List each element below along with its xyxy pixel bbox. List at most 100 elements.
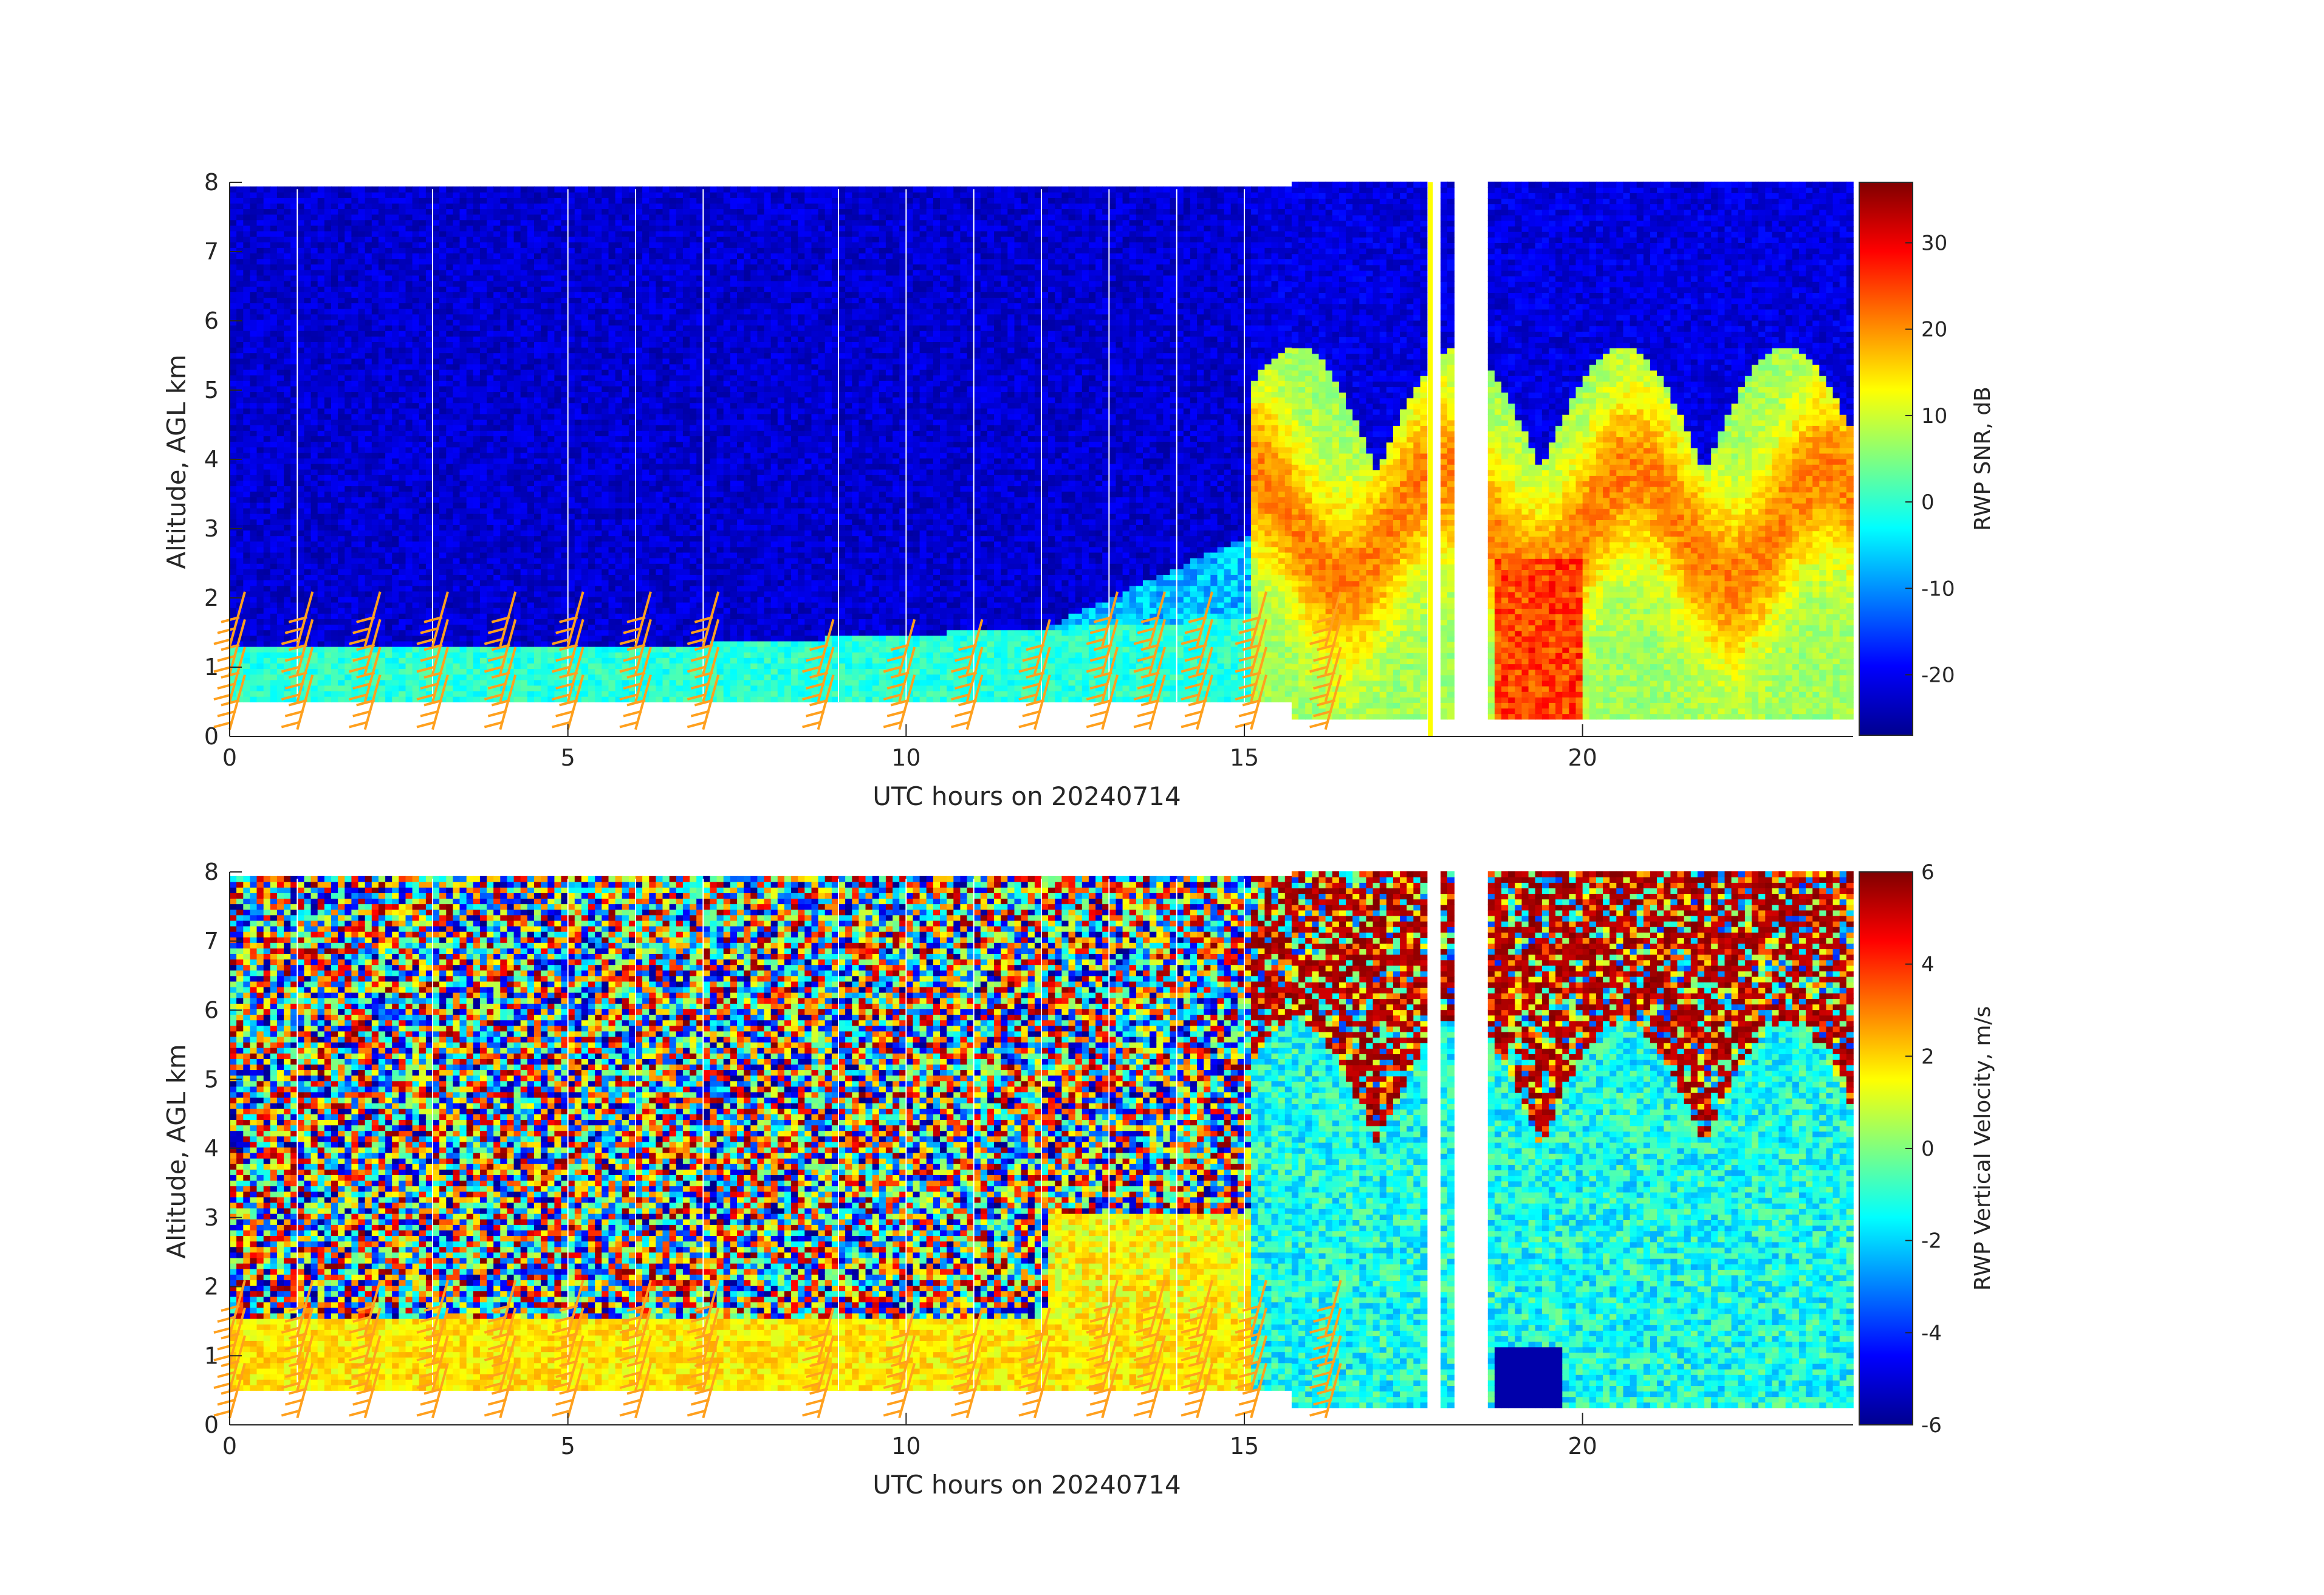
heatmap-cell xyxy=(243,685,250,691)
heatmap-cell xyxy=(514,380,521,386)
heatmap-cell xyxy=(338,386,345,392)
heatmap-cell xyxy=(250,208,257,214)
heatmap-cell xyxy=(311,247,318,253)
heatmap-cell xyxy=(507,270,515,276)
heatmap-cell xyxy=(521,220,528,226)
heatmap-cell xyxy=(277,503,284,509)
heatmap-cell xyxy=(270,203,278,209)
heatmap-cell xyxy=(358,192,366,198)
heatmap-cell xyxy=(493,503,501,509)
heatmap-cell xyxy=(277,563,284,569)
heatmap-cell xyxy=(392,657,399,664)
heatmap-cell xyxy=(379,331,386,337)
heatmap-cell xyxy=(230,464,237,470)
heatmap-cell xyxy=(453,513,460,520)
heatmap-cell xyxy=(500,331,507,337)
heatmap-cell xyxy=(487,491,494,497)
heatmap-cell xyxy=(264,464,271,470)
heatmap-cell xyxy=(527,347,535,353)
heatmap-cell xyxy=(480,386,487,392)
heatmap-cell xyxy=(236,275,244,281)
heatmap-cell xyxy=(270,624,278,630)
heatmap-cell xyxy=(433,464,440,470)
heatmap-cell xyxy=(547,680,555,686)
heatmap-cell xyxy=(379,464,386,470)
heatmap-cell xyxy=(439,220,447,226)
heatmap-cell xyxy=(500,231,507,237)
heatmap-cell xyxy=(554,441,561,447)
heatmap-cell xyxy=(473,497,481,503)
heatmap-cell xyxy=(338,336,345,342)
heatmap-cell xyxy=(493,358,501,365)
heatmap-cell xyxy=(527,530,535,536)
heatmap-cell xyxy=(473,469,481,475)
heatmap-cell xyxy=(338,414,345,420)
heatmap-cell xyxy=(277,458,284,464)
heatmap-cell xyxy=(385,447,392,453)
heatmap-cell xyxy=(243,447,250,453)
heatmap-cell xyxy=(331,303,338,309)
heatmap-cell xyxy=(554,541,561,547)
heatmap-cell xyxy=(243,552,250,558)
heatmap-cell xyxy=(270,558,278,564)
heatmap-cell xyxy=(500,397,507,403)
heatmap-cell xyxy=(561,591,569,597)
heatmap-cell xyxy=(290,464,298,470)
heatmap-cell xyxy=(290,519,298,525)
heatmap-cell xyxy=(473,380,481,386)
heatmap-cell xyxy=(480,419,487,425)
heatmap-cell xyxy=(264,436,271,442)
heatmap-cell xyxy=(460,547,467,553)
heatmap-cell xyxy=(264,275,271,281)
heatmap-cell xyxy=(324,275,332,281)
heatmap-cell xyxy=(433,591,440,597)
heatmap-cell xyxy=(473,253,481,259)
heatmap-cell xyxy=(257,292,264,298)
heatmap-cell xyxy=(581,629,589,636)
heatmap-cell xyxy=(365,225,372,232)
heatmap-cell xyxy=(385,641,392,647)
heatmap-cell xyxy=(331,458,338,464)
heatmap-cell xyxy=(473,513,481,520)
heatmap-cell xyxy=(331,203,338,209)
heatmap-cell xyxy=(344,430,352,436)
heatmap-cell xyxy=(270,674,278,680)
heatmap-cell xyxy=(500,220,507,226)
heatmap-cell xyxy=(514,629,521,636)
heatmap-cell xyxy=(413,347,420,353)
heatmap-cell xyxy=(344,336,352,342)
heatmap-cell xyxy=(534,491,541,497)
heatmap-cell xyxy=(399,352,406,358)
heatmap-cell xyxy=(297,286,304,292)
heatmap-cell xyxy=(453,685,460,691)
heatmap-cell xyxy=(527,480,535,486)
heatmap-cell xyxy=(379,436,386,442)
heatmap-cell xyxy=(473,597,481,603)
heatmap-cell xyxy=(331,619,338,625)
heatmap-cell xyxy=(446,563,453,569)
heatmap-cell xyxy=(311,641,318,647)
heatmap-cell xyxy=(413,242,420,248)
heatmap-cell xyxy=(331,386,338,392)
heatmap-cell xyxy=(372,558,379,564)
heatmap-cell xyxy=(379,547,386,553)
heatmap-cell xyxy=(358,602,366,608)
heatmap-cell xyxy=(439,375,447,381)
heatmap-cell xyxy=(243,524,250,530)
heatmap-cell xyxy=(331,580,338,586)
heatmap-cell xyxy=(277,214,284,220)
heatmap-cell xyxy=(385,281,392,287)
heatmap-cell xyxy=(554,320,561,326)
heatmap-cell xyxy=(277,247,284,253)
heatmap-cell xyxy=(467,430,474,436)
heatmap-cell xyxy=(534,552,541,558)
heatmap-cell xyxy=(527,364,535,370)
heatmap-cell xyxy=(324,624,332,630)
heatmap-cell xyxy=(547,663,555,669)
heatmap-cell xyxy=(236,552,244,558)
heatmap-cell xyxy=(541,220,548,226)
heatmap-cell xyxy=(297,541,304,547)
heatmap-cell xyxy=(439,447,447,453)
heatmap-cell xyxy=(338,464,345,470)
heatmap-cell xyxy=(561,375,569,381)
